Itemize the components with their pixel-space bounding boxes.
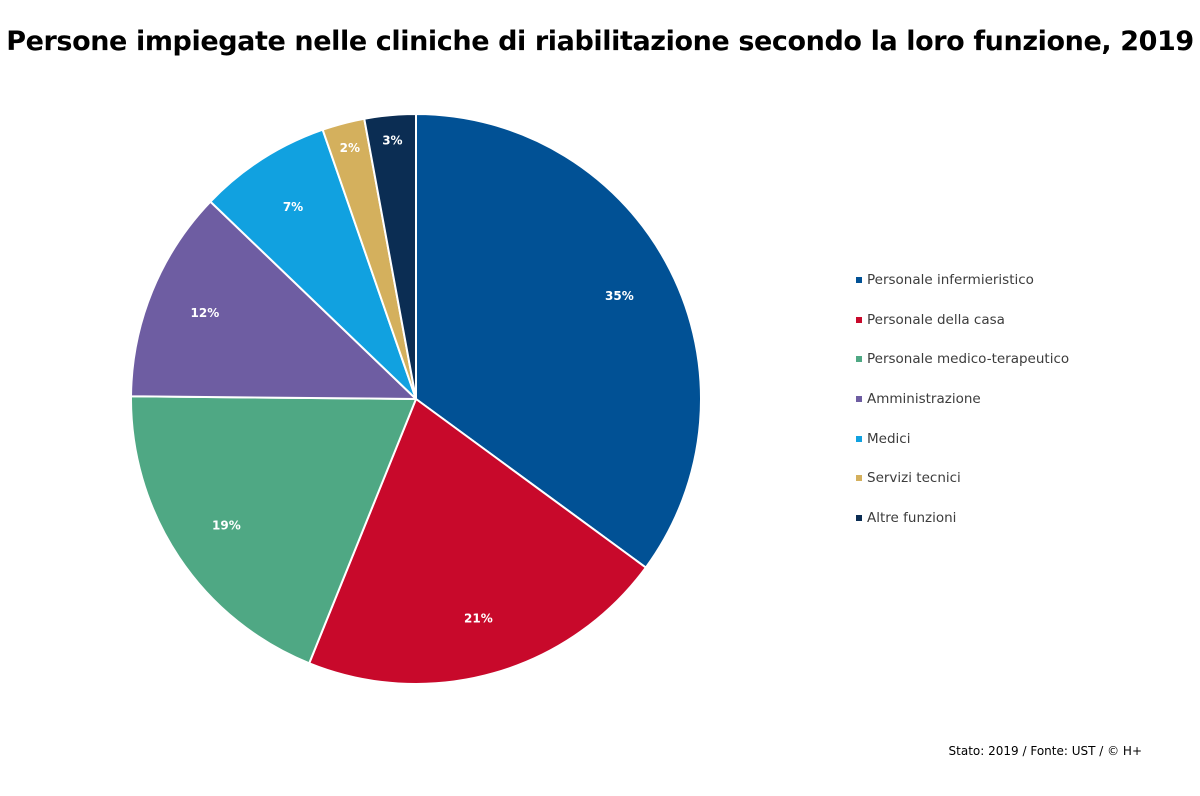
- pie-slice-7: [363, 113, 417, 400]
- legend-item-1: Personale infermieristico: [856, 270, 1176, 290]
- pie-slice-1: [415, 113, 702, 569]
- data-label-1: 35%: [605, 289, 634, 303]
- pie-slice-5: [209, 128, 417, 400]
- legend-item-3: Personale medico-terapeutico: [856, 349, 1176, 369]
- legend-swatch: [856, 356, 862, 363]
- data-label-3: 19%: [212, 519, 241, 533]
- legend-item-6: Servizi tecnici: [856, 468, 1176, 488]
- legend-label: Personale infermieristico: [867, 272, 1034, 288]
- data-label-4: 12%: [191, 306, 220, 320]
- pie-slice-4: [130, 200, 417, 400]
- pie-slices: [130, 113, 702, 685]
- legend: Personale infermieristico Personale della…: [856, 270, 1176, 548]
- legend-label: Personale della casa: [867, 311, 1005, 328]
- legend-item-5: Medici: [856, 429, 1176, 449]
- legend-swatch: [856, 396, 862, 403]
- chart-title: Persone impiegate nelle cliniche di riab…: [6, 26, 1194, 57]
- data-label-7: 3%: [382, 134, 402, 148]
- pie-slice-3: [130, 395, 417, 665]
- legend-swatch: [856, 435, 862, 442]
- legend-label: Personale medico-terapeutico: [867, 351, 1070, 368]
- legend-item-7: Altre funzioni: [856, 508, 1176, 528]
- source-note: Stato: 2019 / Fonte: UST / © H+: [948, 744, 1142, 758]
- data-label-6: 2%: [340, 141, 360, 155]
- legend-label: Servizi tecnici: [867, 470, 961, 487]
- data-label-5: 7%: [283, 200, 303, 214]
- legend-label: Amministrazione: [867, 391, 981, 408]
- legend-swatch: [856, 475, 862, 482]
- legend-swatch: [856, 515, 862, 522]
- legend-swatch: [856, 316, 862, 323]
- data-label-2: 21%: [464, 611, 493, 625]
- legend-item-2: Personale della casa: [856, 310, 1176, 330]
- legend-item-4: Amministrazione: [856, 389, 1176, 409]
- pie-data-labels: 35% 21% 19% 12% 7% 2% 3%: [191, 134, 634, 626]
- pie-slice-2: [308, 398, 647, 685]
- legend-label: Medici: [867, 430, 911, 447]
- legend-label: Altre funzioni: [867, 510, 957, 527]
- legend-swatch: [856, 277, 862, 283]
